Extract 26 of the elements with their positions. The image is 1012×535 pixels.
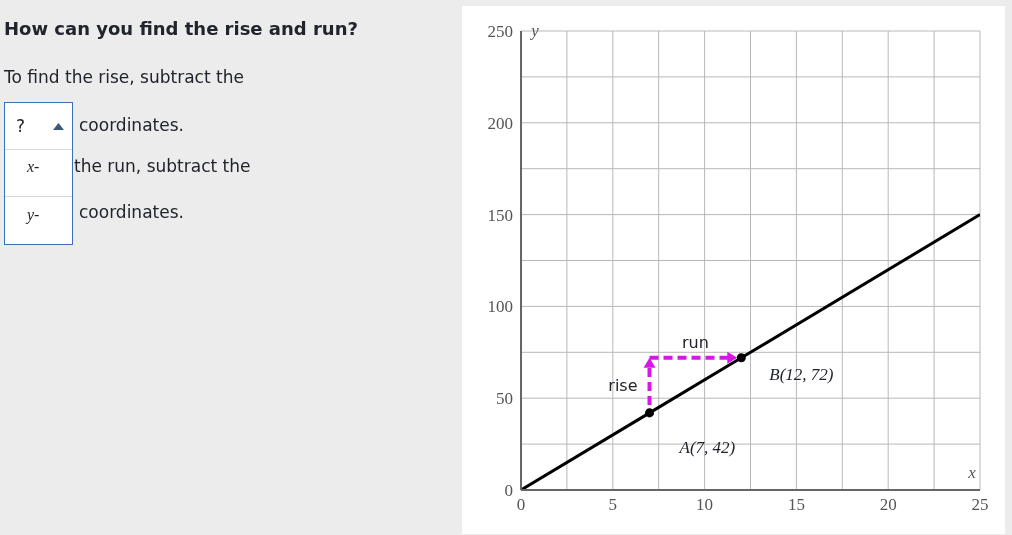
x-axis-title: x [967,463,977,482]
y-tick-label: 0 [504,481,513,501]
text: the run, subtract the [74,156,251,176]
x-tick-label: 15 [787,495,805,515]
y-tick-label: 200 [487,113,513,133]
annotation: rise [608,376,638,396]
x-tick-label: 0 [516,495,526,515]
text: To find the rise, subtract the [4,67,244,87]
y-tick-label: 250 [487,22,513,42]
text: x- [27,158,40,176]
data-label: A(7, 42) [678,437,736,457]
y-axis-title: y [529,21,540,40]
x-tick-label: 5 [608,495,618,515]
x-tick-label: 10 [696,495,714,515]
text: y- [27,206,40,224]
y-tick-label: 150 [487,205,513,225]
annotation: run [681,332,709,352]
y-tick-label: 100 [487,297,513,317]
text: ? [16,116,26,136]
text: coordinates. [79,115,184,135]
x-tick-label: 25 [971,495,989,515]
text: How can you find the rise and run? [4,18,358,39]
text: coordinates. [79,202,184,222]
x-tick-label: 20 [879,495,897,515]
y-tick-label: 50 [496,389,513,409]
data-label: B(12, 72) [769,364,834,384]
